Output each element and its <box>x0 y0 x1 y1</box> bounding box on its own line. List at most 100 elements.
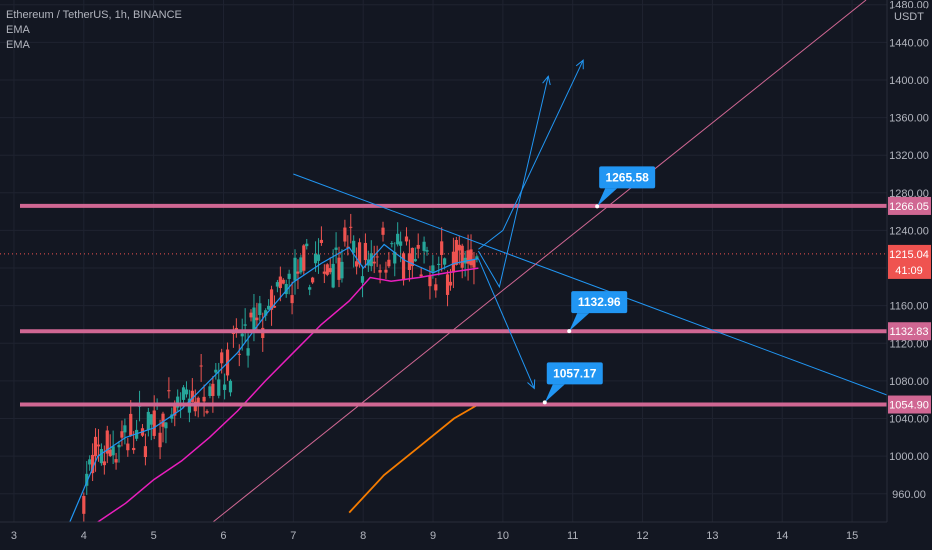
candle-body <box>466 250 470 264</box>
candle-body <box>196 397 200 405</box>
x-tick-label: 13 <box>706 530 718 542</box>
projection-arrow <box>478 59 584 250</box>
candle-body <box>269 289 274 310</box>
candle-body <box>111 446 115 456</box>
candle-body <box>146 411 150 431</box>
x-tick-label: 11 <box>567 530 578 542</box>
candle-body <box>313 253 318 264</box>
candle-body <box>258 303 262 316</box>
candle-body <box>152 410 156 436</box>
ema-indicator-2[interactable]: EMA <box>6 39 30 51</box>
callout-pointer <box>544 384 565 403</box>
candle-body <box>407 253 412 270</box>
candle-body <box>199 365 203 367</box>
candle-body <box>287 273 291 279</box>
candle-body <box>425 250 429 252</box>
y-tick-label: 960.00 <box>892 489 926 501</box>
x-tick-label: 9 <box>430 530 436 542</box>
candle-body <box>360 276 365 283</box>
x-tick-label: 4 <box>81 530 87 542</box>
candle-body <box>325 264 329 275</box>
y-tick-label: 1160.00 <box>890 301 929 313</box>
candle-body <box>308 287 312 290</box>
candle-body <box>475 256 479 260</box>
candle-body <box>85 473 89 486</box>
candle-body <box>440 241 444 255</box>
candle-body <box>214 369 218 373</box>
candle-body <box>410 247 414 267</box>
candle-body <box>419 274 423 277</box>
candle-body <box>331 263 335 288</box>
candle-body <box>460 245 464 268</box>
candle-body <box>296 271 300 274</box>
candle-body <box>108 449 112 457</box>
candle-body <box>102 461 106 466</box>
candle-body <box>448 281 453 286</box>
candle-body <box>93 436 98 457</box>
level-price-tag <box>888 196 931 215</box>
y-tick-label: 1440.00 <box>889 37 929 49</box>
candle-body <box>243 324 247 326</box>
candle-body <box>305 243 309 247</box>
candle-body <box>352 240 356 253</box>
x-tick-label: 6 <box>220 530 226 542</box>
candle-body <box>99 449 104 464</box>
candle-body <box>337 257 341 280</box>
candle-body <box>246 348 250 356</box>
candle-body <box>220 352 224 364</box>
trendline-descending <box>293 173 887 396</box>
candle-body <box>472 259 476 268</box>
candle-body <box>334 247 338 250</box>
candle-body <box>190 390 194 402</box>
candle-body <box>319 239 324 243</box>
candle-body <box>281 279 285 284</box>
ema-indicator-1[interactable]: EMA <box>6 24 30 36</box>
x-tick-label: 5 <box>151 530 157 542</box>
candle-body <box>252 307 256 331</box>
candle-body <box>443 258 447 265</box>
callout-anchor <box>567 329 572 334</box>
level-price-tag <box>888 322 931 341</box>
candle-body <box>223 384 227 390</box>
candle-body <box>393 251 397 264</box>
callout-label: 1132.96 <box>578 295 621 309</box>
candle-body <box>126 443 130 451</box>
y-tick-label: 1400.00 <box>889 75 929 87</box>
y-tick-label: 1320.00 <box>889 150 929 162</box>
candle-body <box>176 396 180 408</box>
candle-body <box>322 271 326 274</box>
candle-body <box>120 431 124 438</box>
candle-body <box>91 454 95 474</box>
candle-body <box>132 447 136 451</box>
candle-body <box>158 432 162 448</box>
candle-body <box>117 444 121 448</box>
candle-body <box>217 379 221 396</box>
candle-body <box>469 249 473 266</box>
candle-body <box>290 295 294 304</box>
candle-body <box>202 396 206 402</box>
candle-body <box>275 282 280 287</box>
candle-body <box>181 387 186 400</box>
chart-legend: Ethereum / TetherUS, 1h, BINANCE EMA EMA <box>6 8 182 53</box>
candle-countdown-label: 41:09 <box>895 265 923 277</box>
candle-body <box>355 261 359 267</box>
projection-arrow-head <box>542 75 551 86</box>
candle-body <box>404 236 409 242</box>
candle-body <box>96 444 101 447</box>
current-price-tag <box>888 244 931 279</box>
candle-body <box>228 380 233 393</box>
candle-body <box>346 246 350 248</box>
candle-body <box>129 413 133 436</box>
symbol-title[interactable]: Ethereum / TetherUS, 1h, BINANCE <box>6 9 182 21</box>
candle-body <box>445 274 450 295</box>
ema-long-line <box>348 403 479 514</box>
x-tick-label: 10 <box>497 530 509 542</box>
candle-body <box>231 333 236 335</box>
candle-body <box>387 259 391 267</box>
candle-body <box>343 227 347 242</box>
currency-label-bg <box>893 8 926 24</box>
candle-body <box>390 243 394 245</box>
candle-body <box>299 257 303 273</box>
